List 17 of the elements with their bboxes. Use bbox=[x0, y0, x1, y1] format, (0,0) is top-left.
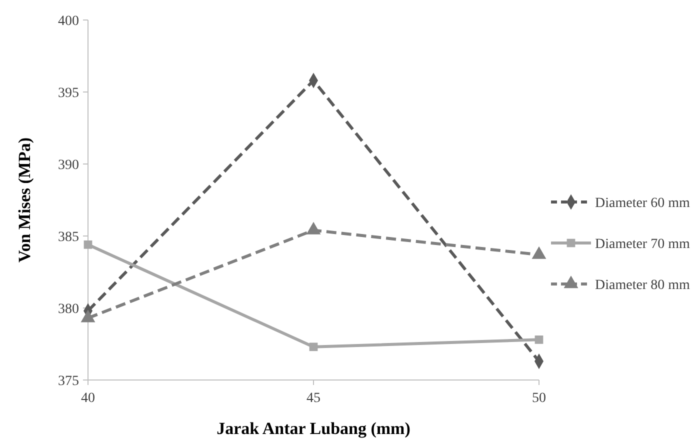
y-tick-label: 395 bbox=[58, 86, 79, 101]
legend-label: Diameter 80 mm bbox=[595, 278, 690, 293]
y-tick-label: 380 bbox=[58, 302, 79, 317]
y-tick-label: 375 bbox=[58, 374, 79, 389]
y-tick-label: 385 bbox=[58, 230, 79, 245]
point bbox=[534, 335, 544, 344]
x-tick-label: 45 bbox=[306, 391, 320, 406]
x-tick-label: 50 bbox=[532, 391, 546, 406]
point bbox=[84, 240, 92, 249]
legend-label: Diameter 70 mm bbox=[595, 236, 690, 252]
legend-label: Diameter 60 mm bbox=[595, 196, 690, 211]
y-tick-label: 400 bbox=[58, 14, 79, 29]
x-tick-label: 40 bbox=[81, 391, 95, 406]
y-tick-label: 390 bbox=[58, 158, 79, 173]
y-axis-title: Von Mises (MPa) bbox=[15, 138, 34, 262]
point bbox=[309, 342, 318, 352]
x-axis-title: Jarak Antar Lubang (mm) bbox=[216, 419, 410, 438]
